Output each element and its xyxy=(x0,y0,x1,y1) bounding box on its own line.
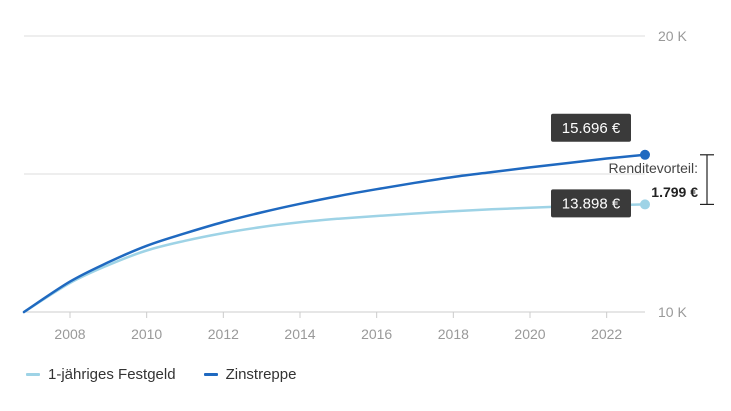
x-tick-label: 2016 xyxy=(361,326,392,342)
legend-label-zinstreppe: Zinstreppe xyxy=(225,366,297,383)
legend: 1-jähriges Festgeld Zinstreppe xyxy=(26,366,296,383)
series-end-point xyxy=(640,149,650,160)
y-tick-label: 20 K xyxy=(658,28,687,44)
legend-swatch-zinstreppe xyxy=(203,373,218,376)
callout-box xyxy=(551,189,631,218)
legend-item-zinstreppe[interactable]: Zinstreppe xyxy=(203,366,297,383)
legend-label-festgeld: 1-jähriges Festgeld xyxy=(48,366,176,383)
callout-value: 15.696 € xyxy=(562,120,621,137)
y-tick-label: 10 K xyxy=(658,304,687,320)
x-tick-label: 2018 xyxy=(438,326,469,342)
series-group xyxy=(22,149,650,314)
end-value-callouts: 15.696 € 13.898 € xyxy=(551,113,631,218)
callout-value: 13.898 € xyxy=(562,195,621,212)
callout-box xyxy=(551,113,631,142)
series-line xyxy=(22,153,647,314)
advantage-value: 1.799 € xyxy=(651,184,698,200)
x-tick-label: 2022 xyxy=(591,326,622,342)
legend-swatch-festgeld xyxy=(26,373,40,376)
x-tick-label: 2008 xyxy=(54,326,85,342)
x-tick-label: 2014 xyxy=(284,326,315,342)
legend-item-festgeld[interactable]: 1-jähriges Festgeld xyxy=(26,366,176,383)
y-axis: 10 K 20 K xyxy=(658,28,687,320)
x-axis: 2008 2010 2012 2014 2016 2018 2020 2022 xyxy=(54,312,622,342)
end-value-callout: 13.898 € xyxy=(551,189,631,218)
series-end-point xyxy=(640,199,650,210)
return-advantage-annotation: Renditevorteil: 1.799 € xyxy=(609,154,714,206)
x-tick-label: 2012 xyxy=(208,326,239,342)
advantage-label: Renditevorteil: xyxy=(609,160,699,176)
chart-area: 2008 2010 2012 2014 2016 2018 2020 2022 10 K 20 … xyxy=(22,28,714,342)
x-tick-label: 2010 xyxy=(131,326,162,342)
end-value-callout: 15.696 € xyxy=(551,113,631,142)
x-tick-label: 2020 xyxy=(514,326,545,342)
gridlines xyxy=(24,35,645,313)
series-line xyxy=(22,203,647,314)
